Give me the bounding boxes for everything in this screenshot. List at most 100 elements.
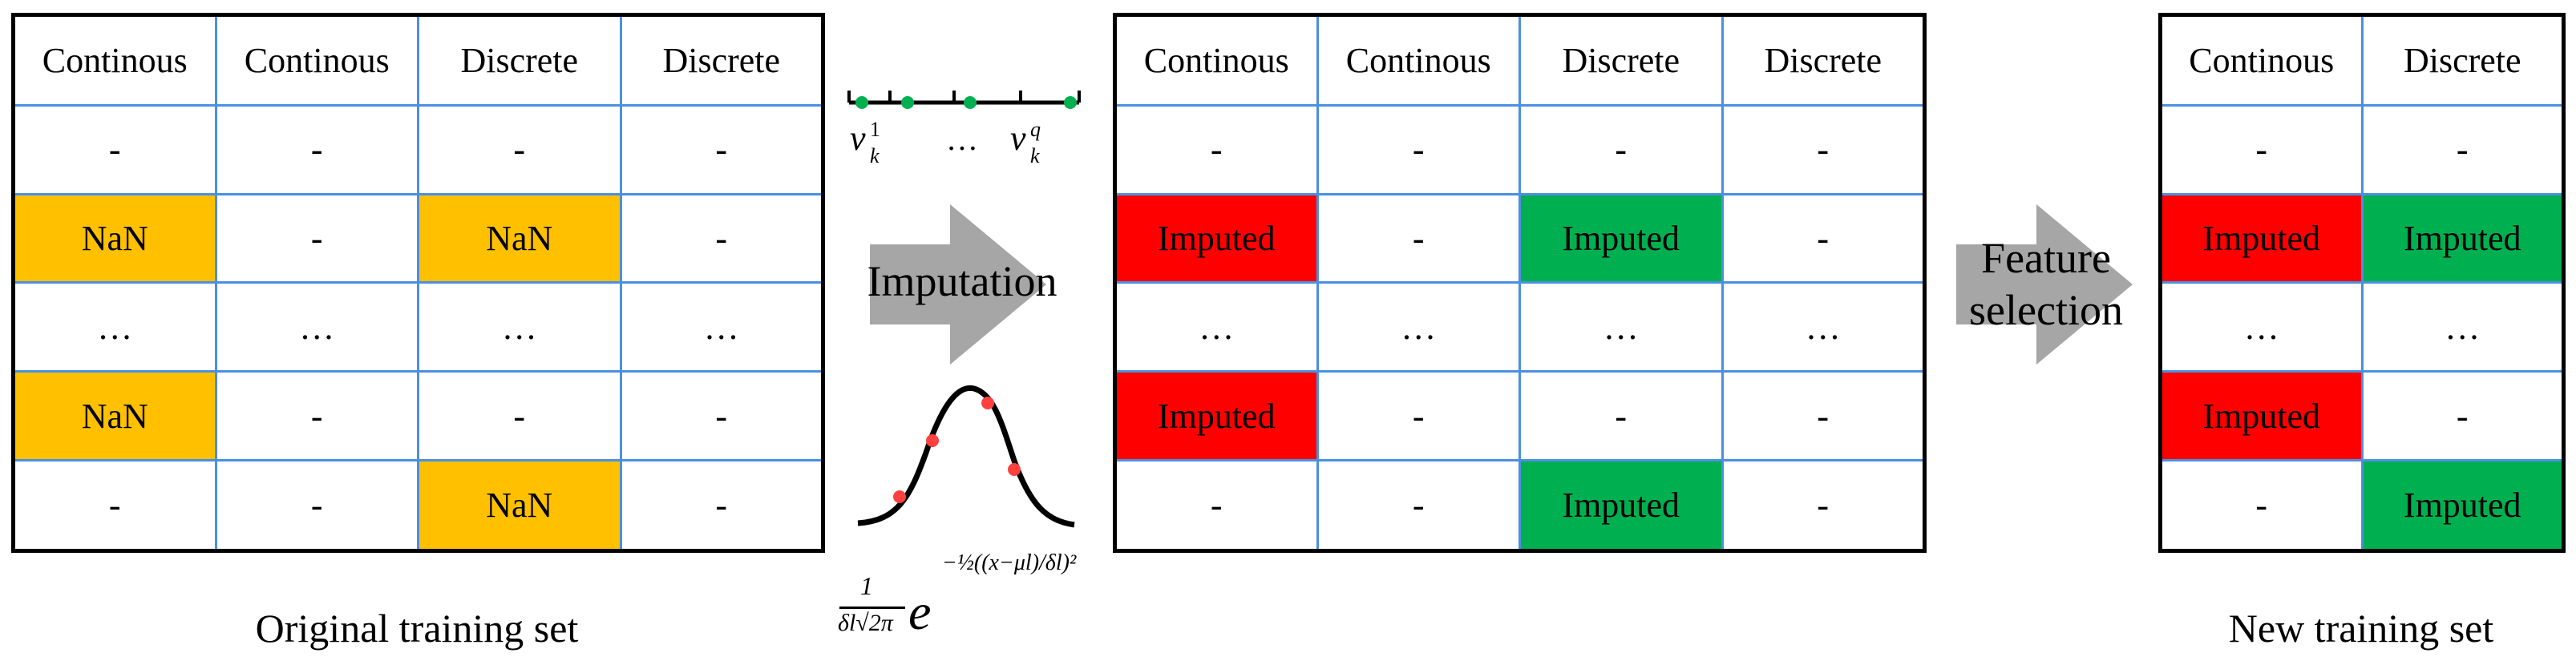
table-cell: - [214, 103, 419, 195]
v1-sup: 1 [870, 118, 880, 141]
new-training-table: Continous Discrete - - Imputed Imputed…… Imput… [2158, 13, 2566, 553]
table-cell: - [417, 103, 622, 195]
header-row: Continous Discrete [2159, 14, 2565, 107]
table-cell: - [1721, 103, 1926, 195]
feature-selection-arrow [1956, 204, 2133, 365]
table-row: Imputed - [2159, 370, 2565, 462]
missing-cell: NaN [417, 459, 622, 552]
gaussian-formula: 1 δl√2π e −½((x−μl)/δl)² [830, 549, 1102, 653]
formula-exponent: −½((x−μl)/δl)² [942, 550, 1077, 575]
table-row: - Imputed [2159, 459, 2565, 552]
column-header: Discrete [2360, 14, 2565, 107]
table-row: -- [2159, 103, 2565, 195]
table-row: NaN - - - [12, 370, 824, 462]
table-cell: - [2360, 370, 2565, 462]
imputed-cell: Imputed [2360, 459, 2565, 552]
imputed-cell: Imputed [2360, 192, 2565, 284]
table-cell: … [1721, 281, 1926, 373]
imputed-training-table: Continous Continous Discrete Discrete - - - - Im… [1113, 13, 1927, 553]
formula-fraction-bar [839, 607, 905, 609]
table-cell: … [2360, 281, 2565, 373]
table-row: ………… [12, 281, 824, 373]
imputation-arrow [870, 204, 1046, 365]
table-cell: - [2159, 459, 2364, 552]
table-cell: - [12, 103, 217, 195]
gaussian-curve [857, 385, 1075, 528]
axis-dots: … [946, 121, 978, 157]
curve-point [981, 397, 994, 409]
table-cell: - [1519, 103, 1724, 195]
table-cell: … [1519, 281, 1724, 373]
vq-sub: k [1030, 144, 1040, 167]
formula-denominator: δl√2π [838, 610, 893, 636]
imputed-cell: Imputed [1114, 192, 1319, 284]
table-cell: - [214, 459, 419, 552]
table-row: ………… [1114, 281, 1926, 373]
table-cell: … [12, 281, 217, 373]
new-caption: New training set [2228, 606, 2494, 651]
table-cell: - [417, 370, 622, 462]
imputed-cell: Imputed [1519, 192, 1724, 284]
table-row: …… [2159, 281, 2565, 373]
header-row: Continous Continous Discrete Discrete [1114, 14, 1926, 107]
column-header: Discrete [417, 14, 622, 107]
table-cell: … [417, 281, 622, 373]
formula-numerator: 1 [860, 571, 873, 600]
imputed-cell: Imputed [1114, 370, 1319, 462]
header-row: Continous Continous Discrete Discrete [12, 14, 824, 107]
table-row: Imputed - Imputed - [1114, 192, 1926, 284]
table-cell: - [619, 370, 824, 462]
curve-point [893, 490, 906, 503]
table-cell: - [12, 459, 217, 552]
table-cell: … [2159, 281, 2364, 373]
table-row: NaN - NaN - [12, 192, 824, 284]
imputed-cell: Imputed [2159, 370, 2364, 462]
table-row: ---- [1114, 103, 1926, 195]
original-training-table: Continous Continous Discrete Discrete - - - - Na… [11, 13, 825, 553]
axis-point [855, 96, 868, 109]
vq-sup: q [1030, 118, 1041, 141]
table-cell: - [1114, 103, 1319, 195]
v1-sub: k [870, 144, 880, 167]
table-cell: - [1316, 103, 1521, 195]
curve-point [926, 434, 939, 447]
table-cell: - [1721, 370, 1926, 462]
table-cell: … [214, 281, 419, 373]
missing-cell: NaN [12, 192, 217, 284]
table-cell: - [1519, 370, 1724, 462]
curve-line [857, 385, 1075, 528]
column-header: Continous [12, 14, 217, 107]
table-cell: - [1721, 459, 1926, 552]
axis-point [901, 96, 914, 109]
table-cell: - [619, 459, 824, 552]
table-cell: - [1316, 459, 1521, 552]
v1-label: v [850, 119, 866, 158]
discrete-value-axis: v 1 k … v q k [847, 91, 1081, 167]
table-cell: - [2159, 103, 2364, 195]
table-cell: - [2360, 103, 2565, 195]
column-header: Continous [1316, 14, 1521, 107]
imputation-label: Imputation [867, 257, 1057, 305]
curve-point [1008, 463, 1021, 476]
column-header: Continous [214, 14, 419, 107]
column-header: Discrete [1519, 14, 1724, 107]
table-cell: - [1316, 370, 1521, 462]
column-header: Continous [2159, 14, 2364, 107]
table-row: Imputed - - - [1114, 370, 1926, 462]
axis-point [1064, 96, 1077, 109]
table-cell: … [619, 281, 824, 373]
axis-point [964, 96, 977, 109]
missing-cell: NaN [12, 370, 217, 462]
table-cell: - [619, 192, 824, 284]
original-caption: Original training set [255, 606, 579, 651]
column-header: Discrete [619, 14, 824, 107]
table-cell: … [1114, 281, 1319, 373]
feature-selection-label: Feature selection [1969, 234, 2123, 334]
table-cell: - [214, 192, 419, 284]
column-header: Discrete [1721, 14, 1926, 107]
vq-label: v [1010, 119, 1026, 158]
missing-cell: NaN [417, 192, 622, 284]
table-row: Imputed Imputed [2159, 192, 2565, 284]
formula-e: e [908, 583, 932, 640]
table-cell: … [1316, 281, 1521, 373]
